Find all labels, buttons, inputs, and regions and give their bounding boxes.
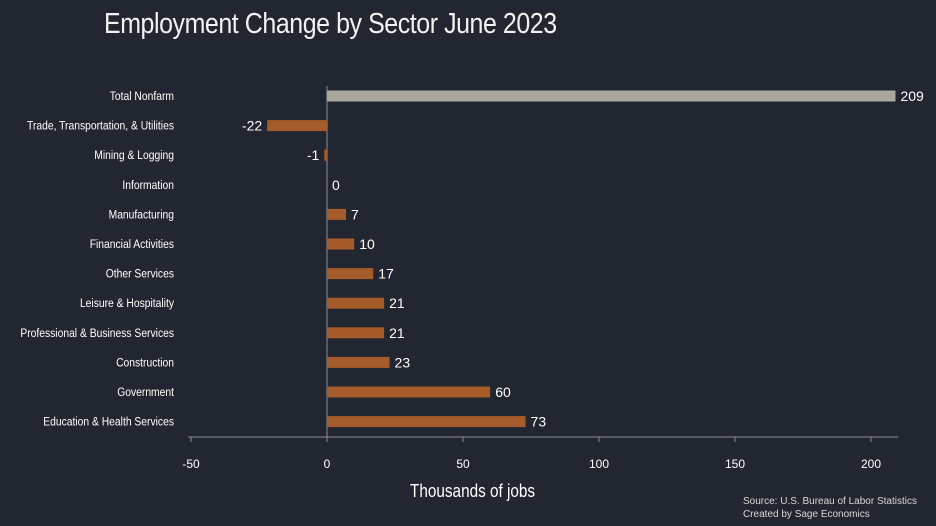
bar bbox=[327, 238, 355, 250]
category-label: Trade, Transportation, & Utilities bbox=[27, 120, 174, 133]
x-tick-label: 50 bbox=[456, 457, 470, 471]
category-label: Education & Health Services bbox=[43, 416, 174, 429]
data-label: 17 bbox=[378, 266, 394, 282]
x-tick-label: 150 bbox=[725, 457, 745, 471]
source-line: Source: U.S. Bureau of Labor Statistics bbox=[743, 496, 917, 507]
bar bbox=[327, 90, 896, 102]
bar bbox=[327, 386, 491, 398]
bar bbox=[324, 149, 327, 161]
data-label: 209 bbox=[900, 88, 924, 104]
category-label: Professional & Business Services bbox=[20, 327, 174, 340]
data-label: 23 bbox=[395, 354, 411, 370]
data-label: 60 bbox=[495, 384, 511, 400]
category-label: Government bbox=[117, 386, 175, 399]
data-label: 21 bbox=[389, 295, 405, 311]
x-tick-label: 200 bbox=[861, 457, 881, 471]
category-label: Information bbox=[122, 179, 174, 192]
source-note: Source: U.S. Bureau of Labor Statistics … bbox=[743, 495, 917, 521]
data-label: -1 bbox=[307, 147, 320, 163]
bar bbox=[267, 120, 327, 132]
chart-title: Employment Change by Sector June 2023 bbox=[104, 8, 557, 40]
category-label: Total Nonfarm bbox=[110, 90, 174, 103]
category-label: Other Services bbox=[106, 268, 175, 281]
bar bbox=[327, 416, 526, 428]
category-label: Leisure & Hospitality bbox=[80, 298, 174, 311]
data-label: 73 bbox=[531, 414, 547, 430]
category-label: Manufacturing bbox=[109, 209, 174, 222]
bar bbox=[327, 208, 347, 220]
category-label: Construction bbox=[116, 357, 174, 370]
category-label: Financial Activities bbox=[90, 238, 175, 251]
data-label: -22 bbox=[242, 118, 262, 134]
x-axis-label: Thousands of jobs bbox=[410, 481, 536, 501]
data-label: 21 bbox=[389, 325, 405, 341]
data-label: 7 bbox=[351, 206, 359, 222]
data-label: 10 bbox=[359, 236, 375, 252]
bar bbox=[327, 327, 385, 339]
data-label: 0 bbox=[332, 177, 340, 193]
x-tick-label: 100 bbox=[589, 457, 609, 471]
credit-line: Created by Sage Economics bbox=[743, 509, 870, 520]
bar bbox=[327, 268, 374, 280]
x-tick-label: 0 bbox=[324, 457, 331, 471]
bar bbox=[327, 297, 385, 309]
bar bbox=[327, 356, 390, 368]
category-label: Mining & Logging bbox=[94, 150, 174, 163]
x-tick-label: -50 bbox=[182, 457, 200, 471]
